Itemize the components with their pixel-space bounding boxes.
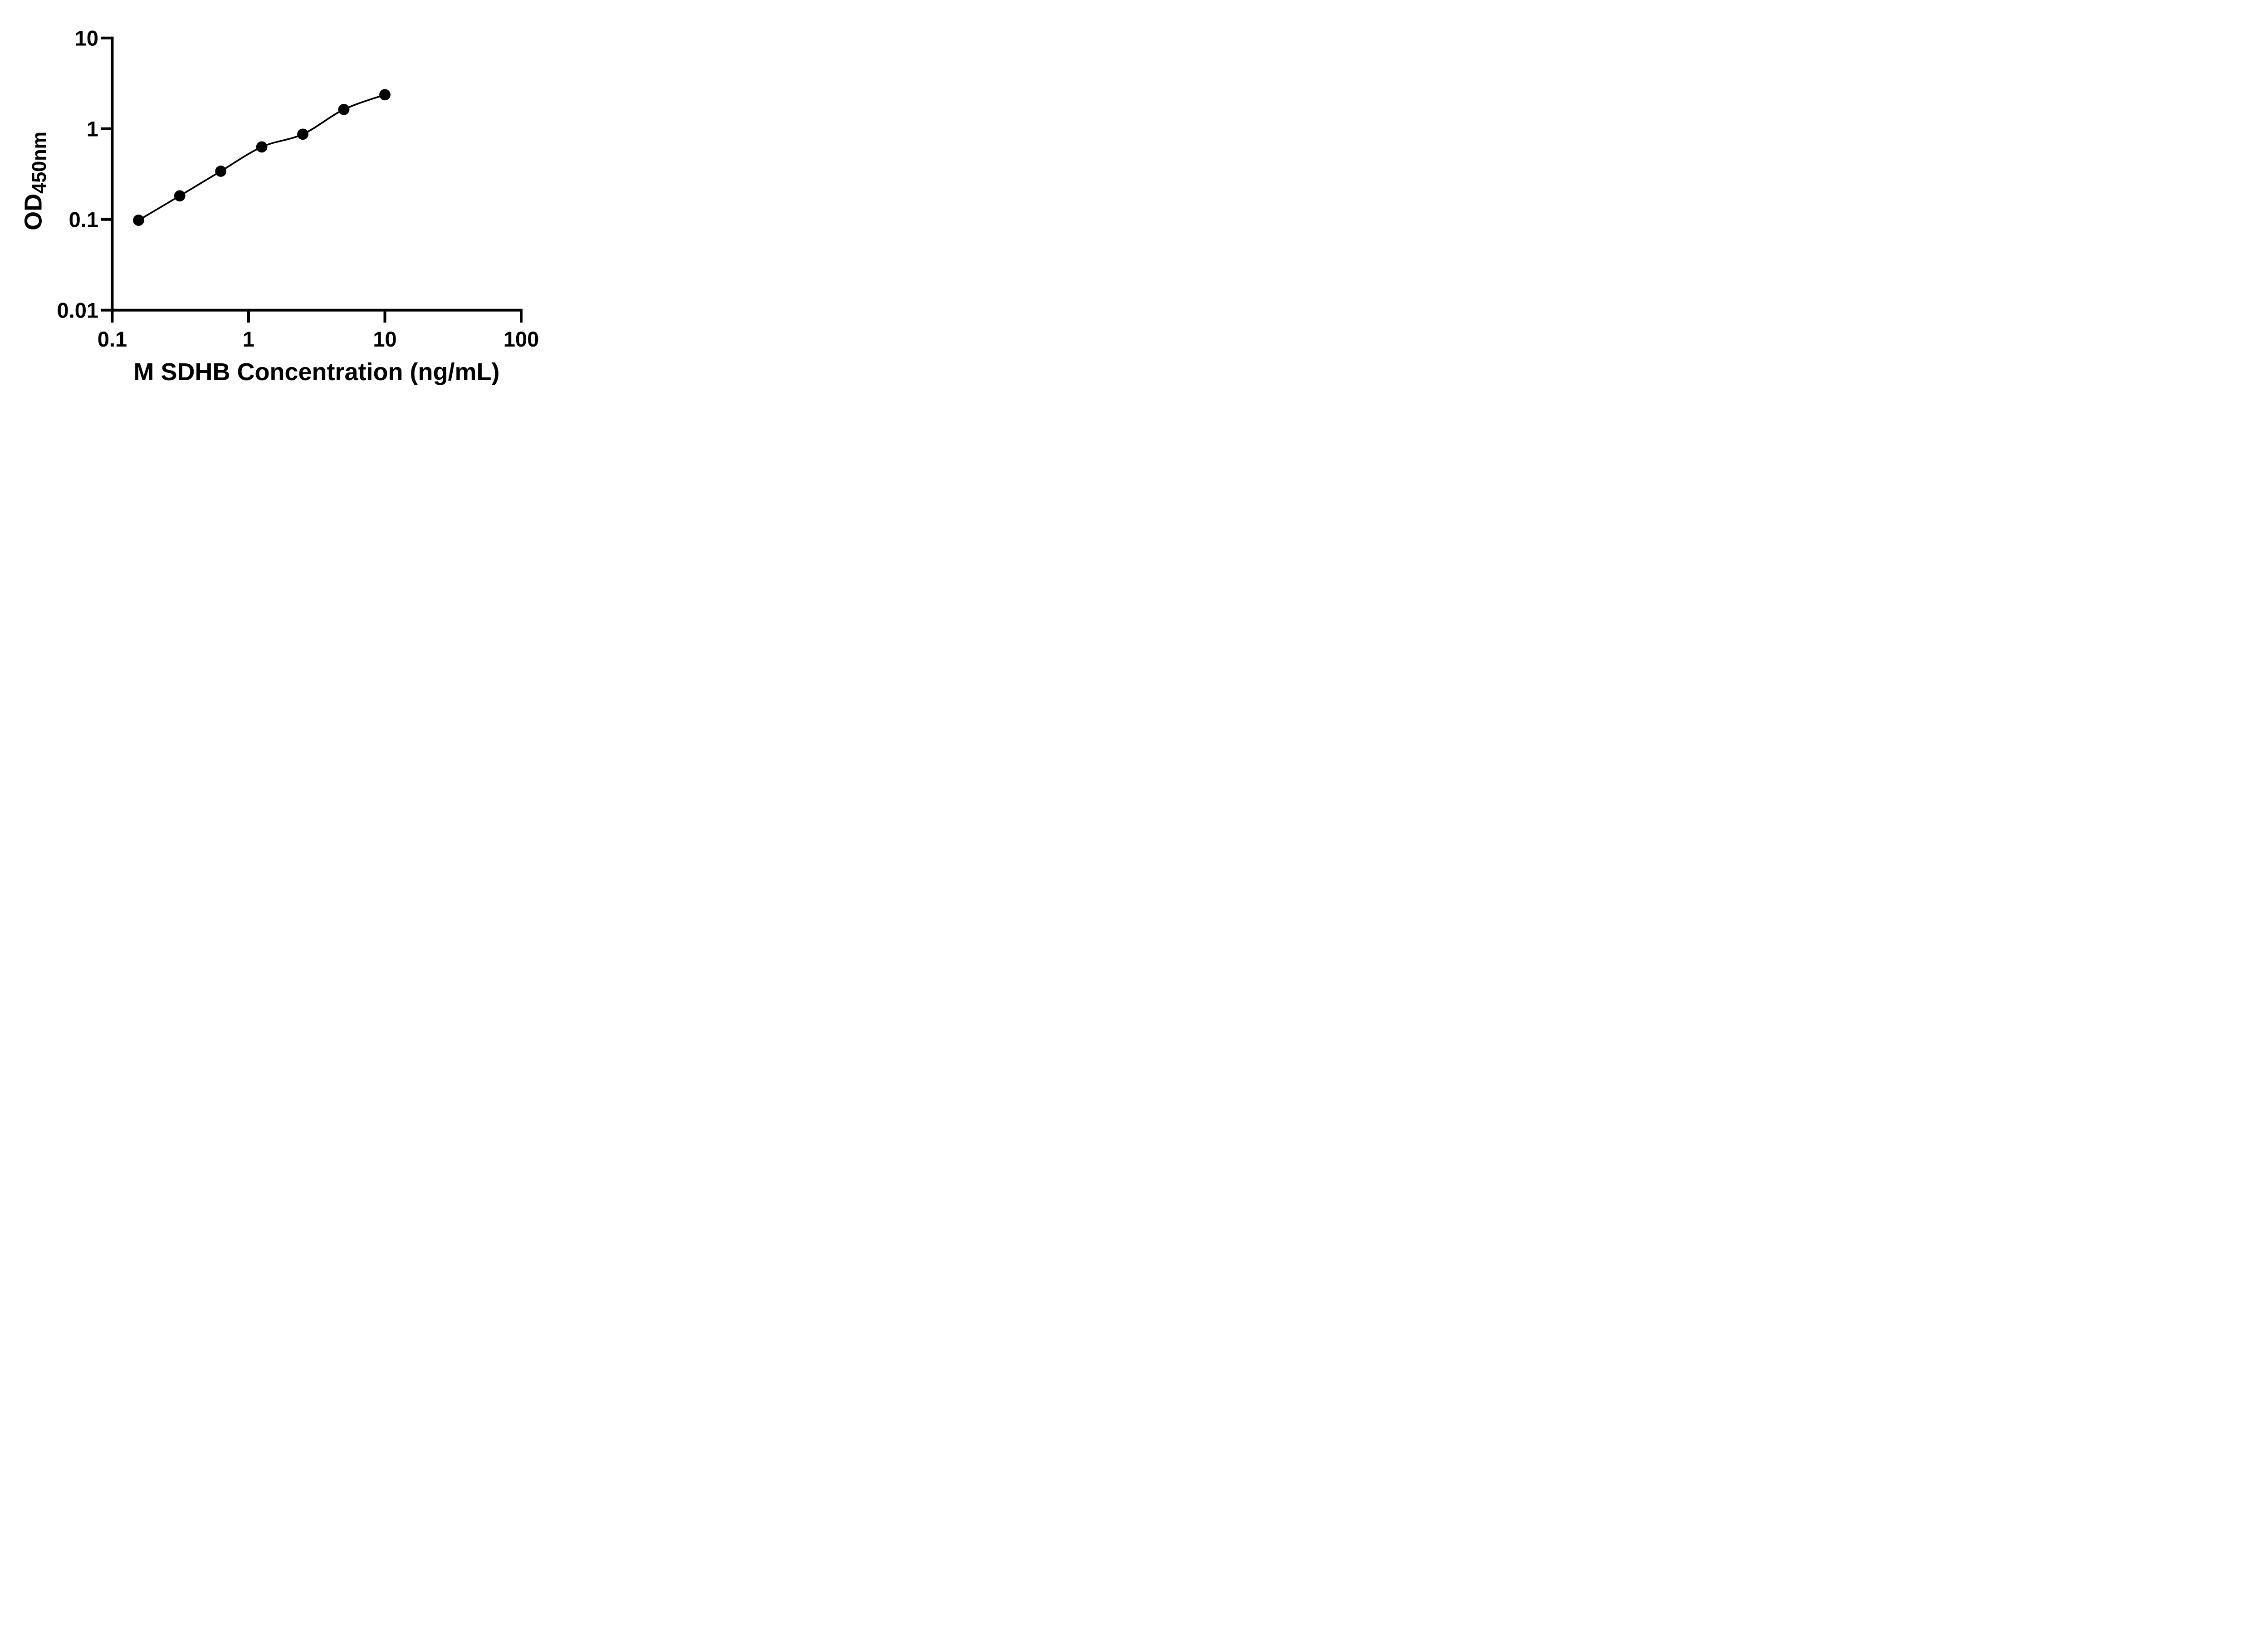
x-tick-label: 0.1 xyxy=(97,327,127,351)
chart-canvas xyxy=(101,36,523,323)
elisa-standard-curve-figure: OD450nm M SDHB Concentration (ng/mL) 0.0… xyxy=(0,0,583,408)
y-axis-title-subscript: 450nm xyxy=(28,132,50,194)
x-tick-label: 10 xyxy=(373,327,397,351)
y-tick-label: 1 xyxy=(86,117,98,141)
data-point xyxy=(379,89,391,101)
x-tick-label: 100 xyxy=(503,327,539,351)
data-point xyxy=(338,103,350,115)
y-tick-label: 10 xyxy=(74,26,98,50)
x-tick-label: 1 xyxy=(242,327,255,351)
standard-curve-line xyxy=(137,93,386,221)
y-tick-label: 0.01 xyxy=(57,298,98,323)
data-point xyxy=(256,141,268,153)
data-point xyxy=(174,190,186,202)
y-tick-label: 0.1 xyxy=(68,207,98,232)
y-axis-title: OD450nm xyxy=(20,132,50,230)
y-axis-title-main: OD xyxy=(20,193,47,230)
data-point xyxy=(297,128,308,140)
data-point xyxy=(133,215,144,226)
data-point xyxy=(215,166,227,177)
x-axis-title: M SDHB Concentration (ng/mL) xyxy=(133,358,500,386)
